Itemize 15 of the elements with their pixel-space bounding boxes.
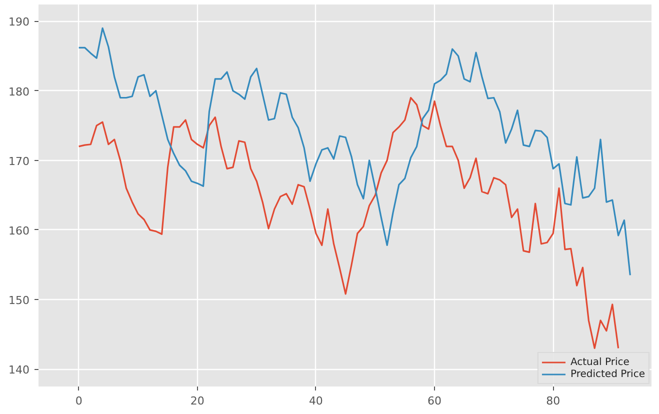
y-tick-label: 190 <box>8 16 30 29</box>
legend-label: Actual Price <box>570 356 630 368</box>
legend-label: Predicted Price <box>570 368 645 380</box>
x-tick-label: 80 <box>546 394 560 408</box>
line-series <box>78 96 620 350</box>
x-tick-label: 20 <box>190 394 204 408</box>
y-tick-label: 150 <box>8 294 30 308</box>
x-tick-label: 60 <box>428 394 442 408</box>
line-series <box>78 27 631 276</box>
x-tick-label: 40 <box>308 394 323 408</box>
y-tick-label: 140 <box>8 364 30 377</box>
y-tick-label: 180 <box>8 85 30 98</box>
y-tick-label: 170 <box>8 154 30 168</box>
x-tick-label: 0 <box>75 394 82 408</box>
y-tick-label: 160 <box>8 224 30 238</box>
